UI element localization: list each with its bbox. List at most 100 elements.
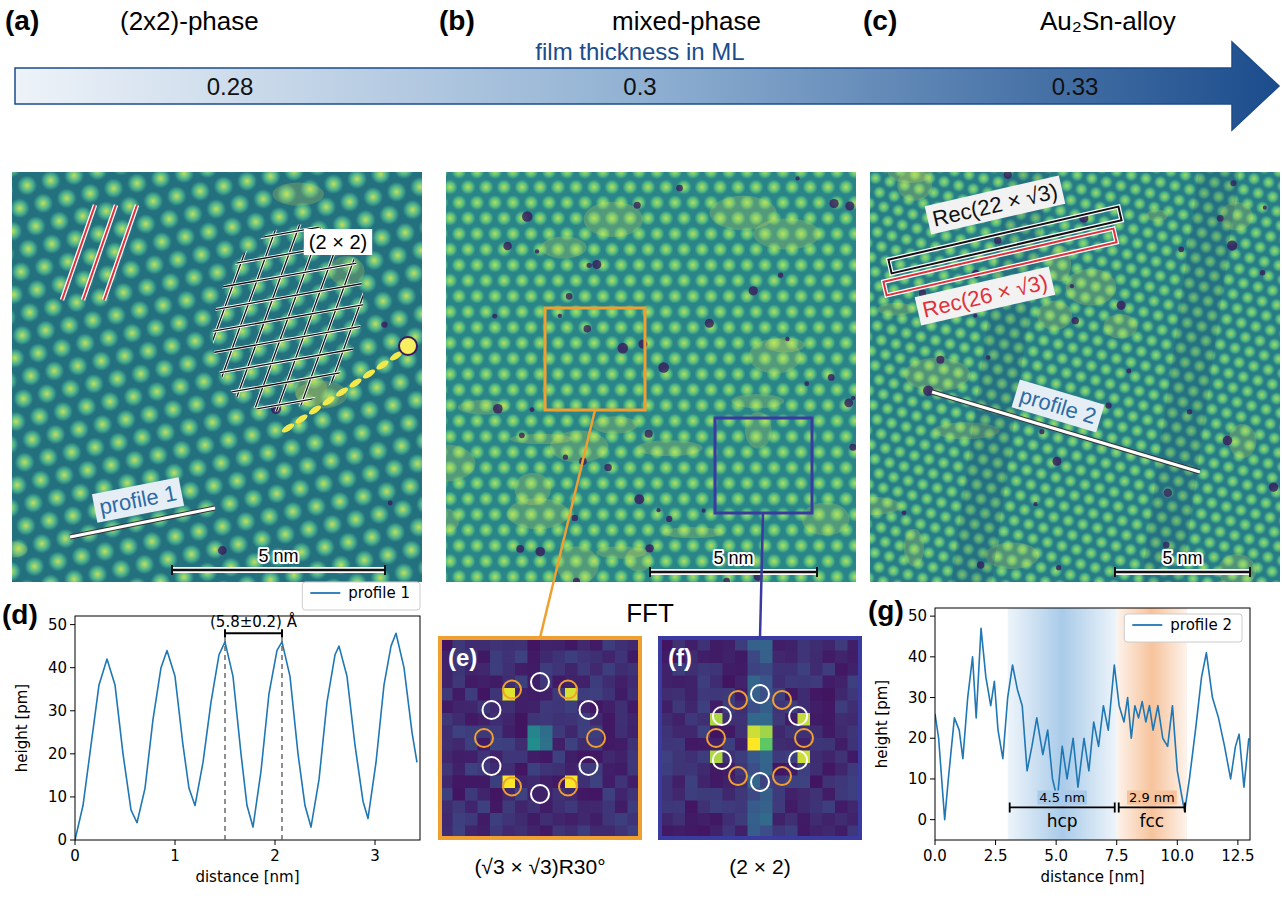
fft-marker [483,757,501,775]
fft-pixel [503,751,516,764]
thickness-value: 0.28 [207,73,254,100]
fft-pixel [553,763,566,776]
fft-pixel [615,751,628,764]
fft-pixel [565,663,578,676]
fft-pixel [603,763,616,776]
fft-marker [729,691,747,709]
fft-pixel [578,788,591,801]
fft-pixel [478,663,491,676]
y-tick-label: 50 [48,616,67,634]
fft-pixel [835,813,848,826]
fft-pixel [773,651,786,664]
scale-bar-label: 5 nm [258,546,298,566]
span-label: hcp [1047,811,1078,831]
grid-line [98,325,422,394]
fft-pixel [503,813,516,826]
grid-line [62,172,199,448]
grid-line [299,172,422,535]
fft-pixel [735,663,748,676]
fft-pixel [553,801,566,814]
grid-line-halo [121,172,258,470]
fft-pixel [465,713,478,726]
scale-bar [650,571,817,574]
fft-pixel [465,676,478,689]
stm-dark [795,176,799,180]
fft-pixel [735,676,748,689]
fft-frame [660,638,860,838]
fft-pixel [798,651,811,664]
plot-frame [75,616,420,840]
fft-pixel [453,776,466,789]
fft-pixel [823,651,836,664]
fft-pixel [615,726,628,739]
x-tick-label: 0 [70,847,80,865]
grid-line-halo [102,345,422,414]
fft-pixel [478,738,491,751]
fft-pixel [748,726,761,739]
fft-pixel [710,776,723,789]
legend-swatch [310,592,340,594]
label-patch [1037,790,1087,804]
fft-pixel [453,701,466,714]
fft-pixel [673,776,686,789]
fft-pixel [615,788,628,801]
grid-line-halo [377,188,422,564]
fft-pixel [673,701,686,714]
fft-pixel [540,701,553,714]
fft-marker [751,773,769,791]
fft-pixel [773,663,786,676]
label-group: (2 × 2) [304,229,372,255]
stm-dark [530,407,535,412]
stm-bright [904,358,970,392]
legend-label: profile 2 [1170,616,1232,634]
stm-dark [705,319,714,328]
fft-caption: (√3 × √3)R30° [474,855,605,878]
fft-pixel [453,751,466,764]
fft-pixel [465,776,478,789]
fft-pixel [760,776,773,789]
stm-bright [1229,424,1257,458]
fft-marker [531,785,549,803]
stm-dark [1126,368,1131,373]
y-tick [70,840,75,841]
y-tick [930,656,935,657]
fft-pixel [798,776,811,789]
fft-pixel [685,751,698,764]
fft-pixel [673,788,686,801]
stm-dark [902,510,907,515]
stm-dark [573,578,580,582]
stm-bright [1104,314,1138,339]
fft-pixel [515,651,528,664]
grid-line-halo [62,172,422,187]
stm-bright [514,473,551,505]
legend: profile 2 [1124,614,1242,642]
stm-dark [1056,565,1061,570]
grid-line [69,172,422,229]
fft-pixel [785,813,798,826]
lattice-grid [62,172,422,563]
stm-dark [1105,402,1111,408]
fft-pixel [810,676,823,689]
grid-line [80,221,422,290]
span-width-label: 4.5 nm [1039,790,1085,805]
thickness-value: 0.3 [623,73,656,100]
stm-image: Rec(22 × √3)Rec(26 × √3)profile 25 nm [870,172,1280,582]
fft-pixel [615,813,628,826]
label-group: Rec(26 × √3) [915,266,1056,325]
fft-pixel [553,738,566,751]
grid-line [113,407,422,476]
fft-pixel [465,788,478,801]
fft-pixel [798,663,811,676]
y-tick [70,796,75,797]
grid-line [377,188,422,564]
fft-pixel [823,788,836,801]
stm-bright [870,497,902,515]
fft-pixel [528,651,541,664]
grid-line-halo [113,407,422,476]
fft-pixel [515,763,528,776]
fft-pixel [710,663,723,676]
fft-marker [559,777,577,795]
x-axis-title: distance [nm] [195,868,299,886]
stm-dark [519,432,525,438]
fft-pixel [603,701,616,714]
